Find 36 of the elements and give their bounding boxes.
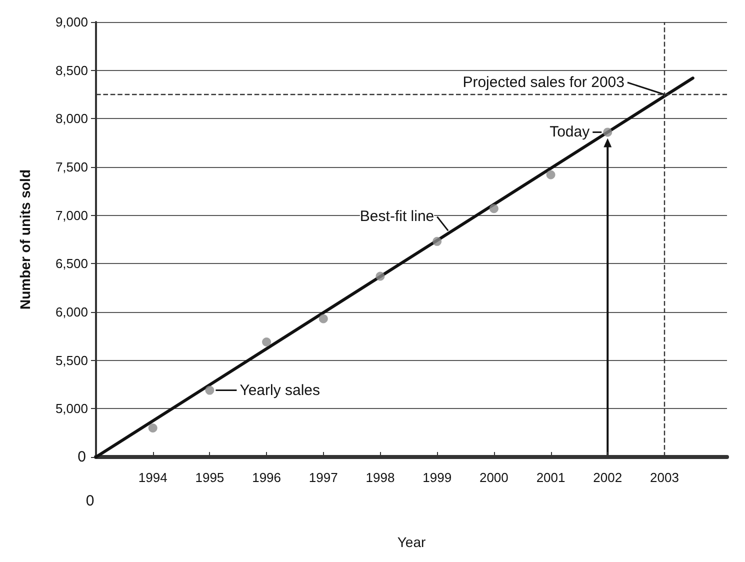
x-tick-label: 2002 [593,470,622,485]
x-tick-label: 2001 [536,470,566,485]
point [489,204,498,214]
x-tick-label: 1999 [422,470,452,485]
y-tick-label: 6,500 [55,256,88,272]
y-tick-label: 8,000 [55,111,88,126]
y-tick-label: 9,000 [55,14,88,30]
x-tick-label: 1997 [308,470,338,485]
point [205,386,214,395]
x-tick-label: 2000 [479,470,508,485]
annotation: Today [550,124,590,141]
y-tick-label: 6,000 [55,304,88,320]
annotation: Projected sales for 2003 [462,74,624,91]
point [148,424,158,432]
point [376,272,385,281]
point [603,128,612,137]
y-tick-label: 5,500 [55,352,88,368]
annotation: Yearly sales [240,382,320,399]
x-axis-title: Year [397,534,426,550]
point [432,236,442,246]
y-tick-label: 7,000 [55,208,88,223]
x-tick-label: 2003 [650,470,679,485]
y-tick-label: 8,500 [55,62,88,78]
x-tick-label: 1996 [252,470,281,485]
point [546,170,556,180]
x-tick-label: 1994 [138,470,168,485]
x-tick-label: 1998 [366,470,395,485]
y-tick-label: 5,000 [55,401,88,416]
annotation: Best-fit line [360,208,434,226]
point [262,337,272,346]
annotation: 0 [78,448,86,466]
y-axis-title: Number of units sold [17,170,33,310]
annotation: 0 [86,492,94,510]
y-tick-label: 7,500 [55,160,88,174]
x-tick-label: 1995 [195,470,224,485]
point [318,314,328,324]
